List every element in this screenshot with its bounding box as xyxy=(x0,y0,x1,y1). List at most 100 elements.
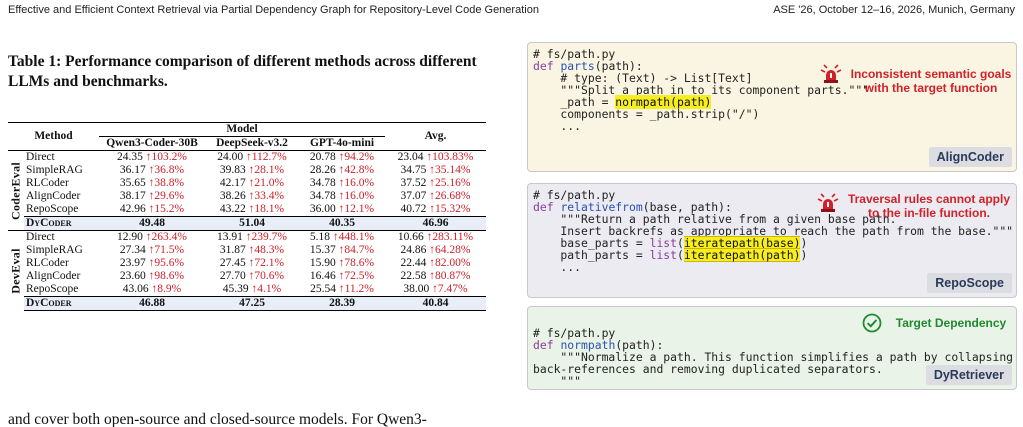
code-line: (path): xyxy=(594,59,643,73)
score-value: 36.17 xyxy=(119,164,146,176)
gain-value: ↑16.0% xyxy=(338,177,375,189)
method-name: DyCoder xyxy=(24,296,99,311)
column-header-model-2: DeepSeek-v3.2 xyxy=(216,137,288,149)
method-name: RLCoder xyxy=(26,257,69,269)
score-cell: 27.70 ↑70.6% xyxy=(205,270,299,283)
gain-value: ↑35.14% xyxy=(429,164,471,176)
score-value: 13.91 xyxy=(217,231,243,243)
method-name: RepoScope xyxy=(26,283,79,295)
score-value: 23.04 xyxy=(397,151,424,163)
score-value: 12.90 xyxy=(117,231,143,243)
score-value: 38.00 xyxy=(403,283,430,295)
code-line: back-references and removing duplicated … xyxy=(533,362,883,376)
score-value: 38.17 xyxy=(119,190,146,202)
score-value: 46.96 xyxy=(385,216,486,231)
code-paren: ( xyxy=(677,248,684,262)
note-line: Traversal rules cannot apply xyxy=(847,192,1011,206)
code-line: """Split a path in to its component part… xyxy=(533,83,870,97)
score-value: 42.17 xyxy=(219,177,246,189)
code-line: path_parts = xyxy=(533,248,650,262)
method-name: Direct xyxy=(24,230,99,244)
gain-value: ↑8.9% xyxy=(151,283,182,295)
gain-value: ↑78.6% xyxy=(338,257,375,269)
score-cell: 23.60 ↑98.6% xyxy=(99,270,205,283)
code-keyword: def xyxy=(533,59,554,73)
score-value: 25.54 xyxy=(310,283,336,295)
table-caption: Table 1: Performance comparison of diffe… xyxy=(8,53,477,90)
gain-value: ↑48.3% xyxy=(248,244,285,256)
dyretriever-note: Target Dependency xyxy=(895,316,1007,330)
score-cell: 23.97 ↑95.6% xyxy=(99,257,205,270)
column-header-model-1: Qwen3-Coder-30B xyxy=(106,137,198,149)
score-cell: 23.04 ↑103.83% xyxy=(385,150,486,164)
score-cell: 31.87 ↑48.3% xyxy=(205,244,299,257)
method-name: SimpleRAG xyxy=(26,244,83,256)
table-row: AlignCoder 23.60 ↑98.6% 27.70 ↑70.6% 16.46 … xyxy=(8,270,486,283)
score-cell: 22.44 ↑82.00% xyxy=(385,257,486,270)
table-row: DevEval Direct 12.90 ↑263.4% 13.91 ↑239.7% 5… xyxy=(8,230,486,311)
score-cell: 40.72 ↑15.32% xyxy=(385,203,486,217)
code-line: """Normalize a path. This function simpl… xyxy=(533,350,1014,364)
benchmark-group-label: DevEval xyxy=(8,230,24,311)
score-value: 49.48 xyxy=(99,216,205,231)
code-paren: ( xyxy=(677,236,684,250)
gain-value: ↑263.4% xyxy=(145,231,187,243)
score-cell: 38.17 ↑29.6% xyxy=(99,190,205,203)
dyretriever-tag: DyRetriever xyxy=(925,365,1012,385)
highlighted-call: normpath(path) xyxy=(615,95,712,109)
method-name: DyCoder xyxy=(24,216,99,231)
score-cell: 42.17 ↑21.0% xyxy=(205,177,299,190)
code-function-name: relativefrom xyxy=(560,200,643,214)
column-header-avg: Avg. xyxy=(385,122,486,151)
code-line: (path): xyxy=(615,338,664,352)
score-cell: 24.35 ↑103.2% xyxy=(99,150,205,164)
reposcope-code: # fs/path.py def relativefrom(base, path… xyxy=(533,189,1013,273)
code-keyword: def xyxy=(533,200,554,214)
gain-value: ↑11.2% xyxy=(338,283,374,295)
gain-value: ↑28.1% xyxy=(248,164,285,176)
code-line: # fs/path.py xyxy=(533,326,616,340)
score-cell: 27.34 ↑71.5% xyxy=(99,244,205,257)
gain-value: ↑36.8% xyxy=(148,164,185,176)
score-cell: 43.22 ↑18.1% xyxy=(205,203,299,217)
score-cell: 15.37 ↑84.7% xyxy=(299,244,385,257)
gain-value: ↑82.00% xyxy=(429,257,471,269)
score-value: 38.26 xyxy=(219,190,246,202)
table-row: CoderEval Direct 24.35 ↑103.2% 24.00 ↑112.7… xyxy=(8,150,486,231)
score-cell: 34.78 ↑16.0% xyxy=(299,190,385,203)
running-head-title: Effective and Efficient Context Retrieva… xyxy=(8,4,539,16)
score-cell: 43.06 ↑8.9% xyxy=(99,283,205,297)
code-line: _path = xyxy=(533,95,616,109)
score-cell: 10.66 ↑283.11% xyxy=(385,230,486,244)
score-value: 31.87 xyxy=(219,244,246,256)
score-cell: 34.78 ↑16.0% xyxy=(299,177,385,190)
score-cell: 16.46 ↑72.5% xyxy=(299,270,385,283)
score-cell: 37.52 ↑25.16% xyxy=(385,177,486,190)
score-value: 34.78 xyxy=(309,190,336,202)
score-value: 40.84 xyxy=(385,296,486,311)
score-cell: 27.45 ↑72.1% xyxy=(205,257,299,270)
note-line: to the in-file function. xyxy=(868,206,990,220)
score-cell: 45.39 ↑4.1% xyxy=(205,283,299,297)
score-cell: 35.65 ↑38.8% xyxy=(99,177,205,190)
code-builtin: list xyxy=(649,236,678,250)
score-value: 24.00 xyxy=(217,151,244,163)
code-line: ... xyxy=(533,119,582,133)
column-header-model: Model xyxy=(99,122,385,137)
table-header-row: Method Model Avg. xyxy=(8,122,486,151)
score-value: 24.86 xyxy=(400,244,427,256)
gain-value: ↑12.1% xyxy=(338,203,375,215)
table-row: SimpleRAG 36.17 ↑36.8% 39.83 ↑28.1% 28.26 ↑… xyxy=(8,164,486,177)
dyretriever-code: # fs/path.py def normpath(path): """Norm… xyxy=(533,327,1013,387)
dycoder-row: DyCoder 49.48 51.04 40.35 46.96 xyxy=(8,216,486,231)
table-row: AlignCoder 38.17 ↑29.6% 38.26 ↑33.4% 34.78 … xyxy=(8,190,486,203)
aligncoder-note: Inconsistent semantic goals with the tar… xyxy=(846,67,1016,95)
code-line: base_parts = xyxy=(533,236,650,250)
score-value: 24.35 xyxy=(117,151,143,163)
note-line: with the target function xyxy=(864,81,998,95)
score-cell: 20.78 ↑94.2% xyxy=(299,150,385,164)
code-line: ... xyxy=(533,260,582,274)
code-paren: ) xyxy=(800,248,808,262)
score-cell: 39.83 ↑28.1% xyxy=(205,164,299,177)
gain-value: ↑239.7% xyxy=(245,231,287,243)
